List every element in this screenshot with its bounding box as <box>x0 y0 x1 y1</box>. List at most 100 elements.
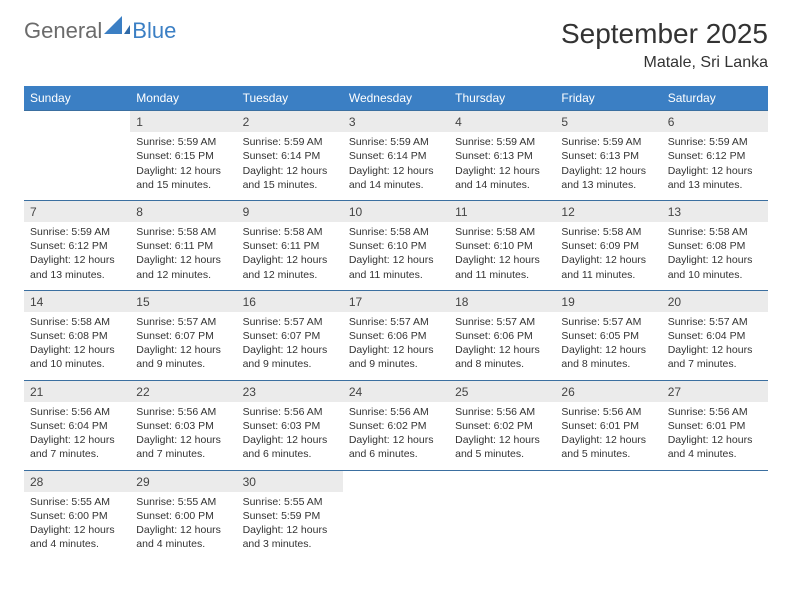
sunset-text: Sunset: 6:07 PM <box>243 329 337 343</box>
daylight-text: Daylight: 12 hours and 13 minutes. <box>30 253 124 281</box>
day-number: 11 <box>449 200 555 222</box>
sunrise-text: Sunrise: 5:57 AM <box>136 315 230 329</box>
daylight-text: Daylight: 12 hours and 8 minutes. <box>455 343 549 371</box>
daylight-text: Daylight: 12 hours and 9 minutes. <box>136 343 230 371</box>
day-header: Wednesday <box>343 86 449 111</box>
sunrise-text: Sunrise: 5:56 AM <box>349 405 443 419</box>
day-cell <box>24 132 130 200</box>
sunset-text: Sunset: 6:12 PM <box>668 149 762 163</box>
sunrise-text: Sunrise: 5:59 AM <box>30 225 124 239</box>
daylight-text: Daylight: 12 hours and 6 minutes. <box>243 433 337 461</box>
sunrise-text: Sunrise: 5:58 AM <box>349 225 443 239</box>
logo-word2: Blue <box>132 18 176 44</box>
day-header: Friday <box>555 86 661 111</box>
daylight-text: Daylight: 12 hours and 11 minutes. <box>455 253 549 281</box>
day-number: 14 <box>24 290 130 312</box>
daylight-text: Daylight: 12 hours and 10 minutes. <box>668 253 762 281</box>
sunset-text: Sunset: 6:00 PM <box>30 509 124 523</box>
day-cell: Sunrise: 5:59 AMSunset: 6:13 PMDaylight:… <box>449 132 555 200</box>
daylight-text: Daylight: 12 hours and 9 minutes. <box>243 343 337 371</box>
day-number: 25 <box>449 380 555 402</box>
sunrise-text: Sunrise: 5:59 AM <box>668 135 762 149</box>
day-cell: Sunrise: 5:56 AMSunset: 6:01 PMDaylight:… <box>555 402 661 470</box>
sunrise-text: Sunrise: 5:58 AM <box>243 225 337 239</box>
sunrise-text: Sunrise: 5:58 AM <box>30 315 124 329</box>
sunrise-text: Sunrise: 5:57 AM <box>668 315 762 329</box>
calendar-table: Sunday Monday Tuesday Wednesday Thursday… <box>24 86 768 559</box>
day-number: 20 <box>662 290 768 312</box>
sunrise-text: Sunrise: 5:59 AM <box>136 135 230 149</box>
daylight-text: Daylight: 12 hours and 12 minutes. <box>136 253 230 281</box>
sunrise-text: Sunrise: 5:55 AM <box>243 495 337 509</box>
sunset-text: Sunset: 6:01 PM <box>668 419 762 433</box>
sunset-text: Sunset: 6:09 PM <box>561 239 655 253</box>
daylight-text: Daylight: 12 hours and 11 minutes. <box>561 253 655 281</box>
day-number: 6 <box>662 111 768 133</box>
daynum-row: 21222324252627 <box>24 380 768 402</box>
daylight-text: Daylight: 12 hours and 9 minutes. <box>349 343 443 371</box>
daylight-text: Daylight: 12 hours and 4 minutes. <box>30 523 124 551</box>
day-cell <box>449 492 555 560</box>
day-cell: Sunrise: 5:59 AMSunset: 6:14 PMDaylight:… <box>343 132 449 200</box>
sunset-text: Sunset: 6:03 PM <box>136 419 230 433</box>
sunset-text: Sunset: 6:00 PM <box>136 509 230 523</box>
daylight-text: Daylight: 12 hours and 14 minutes. <box>455 164 549 192</box>
sunset-text: Sunset: 6:02 PM <box>349 419 443 433</box>
daylight-text: Daylight: 12 hours and 7 minutes. <box>136 433 230 461</box>
day-number: 3 <box>343 111 449 133</box>
day-number: 29 <box>130 470 236 492</box>
content-row: Sunrise: 5:58 AMSunset: 6:08 PMDaylight:… <box>24 312 768 380</box>
day-number <box>24 111 130 133</box>
sunrise-text: Sunrise: 5:56 AM <box>561 405 655 419</box>
day-cell: Sunrise: 5:59 AMSunset: 6:12 PMDaylight:… <box>24 222 130 290</box>
sunset-text: Sunset: 6:05 PM <box>561 329 655 343</box>
sunset-text: Sunset: 6:11 PM <box>136 239 230 253</box>
day-cell: Sunrise: 5:57 AMSunset: 6:04 PMDaylight:… <box>662 312 768 380</box>
content-row: Sunrise: 5:56 AMSunset: 6:04 PMDaylight:… <box>24 402 768 470</box>
day-cell: Sunrise: 5:57 AMSunset: 6:07 PMDaylight:… <box>237 312 343 380</box>
day-number: 9 <box>237 200 343 222</box>
sunrise-text: Sunrise: 5:57 AM <box>561 315 655 329</box>
sunrise-text: Sunrise: 5:57 AM <box>455 315 549 329</box>
day-number: 22 <box>130 380 236 402</box>
day-cell: Sunrise: 5:56 AMSunset: 6:03 PMDaylight:… <box>237 402 343 470</box>
day-number: 1 <box>130 111 236 133</box>
sunrise-text: Sunrise: 5:56 AM <box>30 405 124 419</box>
page-header: General Blue September 2025 Matale, Sri … <box>24 18 768 72</box>
day-number: 30 <box>237 470 343 492</box>
logo: General Blue <box>24 18 176 44</box>
day-number <box>555 470 661 492</box>
day-cell: Sunrise: 5:57 AMSunset: 6:07 PMDaylight:… <box>130 312 236 380</box>
sunset-text: Sunset: 6:01 PM <box>561 419 655 433</box>
day-number: 28 <box>24 470 130 492</box>
day-cell: Sunrise: 5:58 AMSunset: 6:08 PMDaylight:… <box>24 312 130 380</box>
sunset-text: Sunset: 6:07 PM <box>136 329 230 343</box>
day-header: Monday <box>130 86 236 111</box>
day-cell: Sunrise: 5:57 AMSunset: 6:06 PMDaylight:… <box>343 312 449 380</box>
sunrise-text: Sunrise: 5:56 AM <box>455 405 549 419</box>
day-cell <box>662 492 768 560</box>
daylight-text: Daylight: 12 hours and 4 minutes. <box>668 433 762 461</box>
sunrise-text: Sunrise: 5:58 AM <box>668 225 762 239</box>
daylight-text: Daylight: 12 hours and 12 minutes. <box>243 253 337 281</box>
sunrise-text: Sunrise: 5:55 AM <box>136 495 230 509</box>
sunset-text: Sunset: 6:15 PM <box>136 149 230 163</box>
sunrise-text: Sunrise: 5:59 AM <box>349 135 443 149</box>
sunrise-text: Sunrise: 5:56 AM <box>668 405 762 419</box>
day-number: 26 <box>555 380 661 402</box>
sunrise-text: Sunrise: 5:58 AM <box>136 225 230 239</box>
location: Matale, Sri Lanka <box>561 54 768 72</box>
daynum-row: 282930 <box>24 470 768 492</box>
daynum-row: 78910111213 <box>24 200 768 222</box>
sunset-text: Sunset: 6:06 PM <box>349 329 443 343</box>
sunrise-text: Sunrise: 5:57 AM <box>243 315 337 329</box>
day-cell: Sunrise: 5:59 AMSunset: 6:12 PMDaylight:… <box>662 132 768 200</box>
day-number: 12 <box>555 200 661 222</box>
day-cell: Sunrise: 5:59 AMSunset: 6:13 PMDaylight:… <box>555 132 661 200</box>
daylight-text: Daylight: 12 hours and 4 minutes. <box>136 523 230 551</box>
daylight-text: Daylight: 12 hours and 7 minutes. <box>30 433 124 461</box>
day-number: 17 <box>343 290 449 312</box>
daylight-text: Daylight: 12 hours and 5 minutes. <box>561 433 655 461</box>
content-row: Sunrise: 5:59 AMSunset: 6:15 PMDaylight:… <box>24 132 768 200</box>
day-cell: Sunrise: 5:55 AMSunset: 6:00 PMDaylight:… <box>130 492 236 560</box>
